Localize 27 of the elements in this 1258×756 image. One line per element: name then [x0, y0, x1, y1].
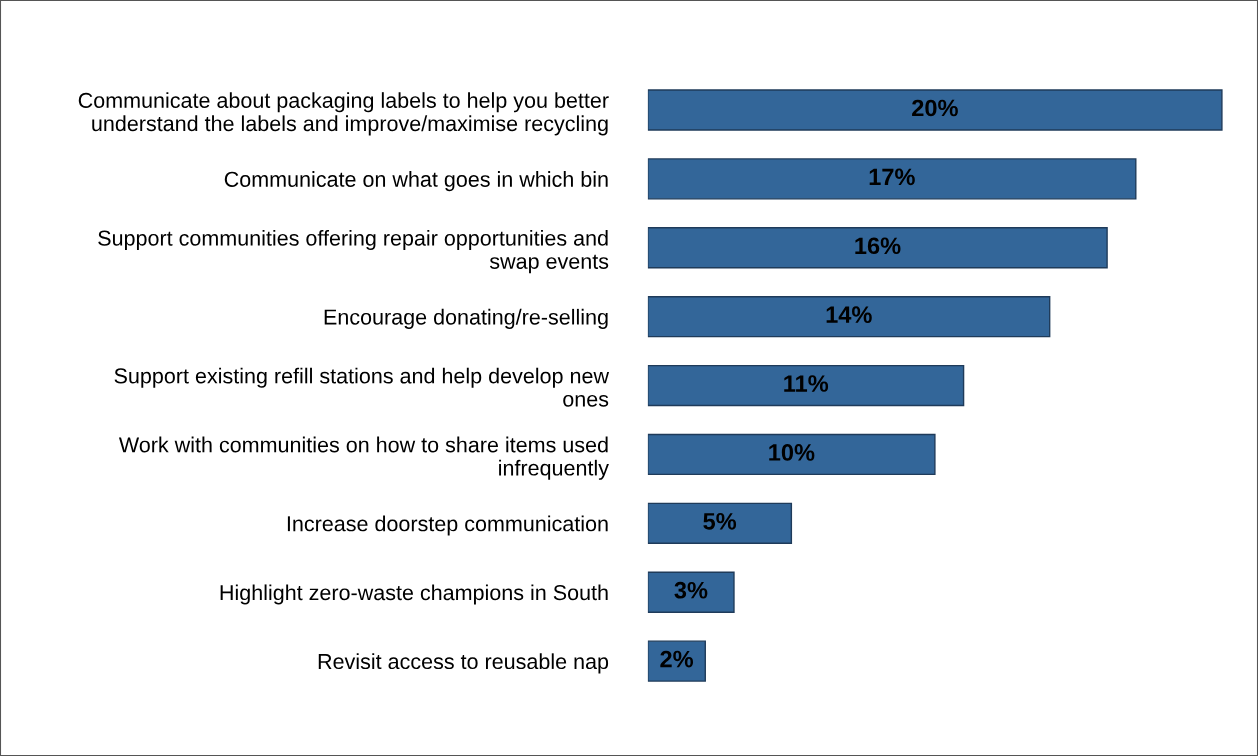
y-tick-label: Encourage donating/re-selling — [324, 308, 608, 329]
data-label: 17% — [869, 168, 915, 186]
data-label: 20% — [912, 99, 958, 117]
y-tick-label: Support existing refill stations and help develop new ones — [114, 367, 610, 407]
bar — [647, 89, 1223, 131]
data-label: 5% — [703, 513, 737, 530]
data-label: 16% — [855, 237, 901, 255]
y-tick-label: Communicate on what goes in which bin — [224, 171, 608, 192]
bar — [647, 364, 965, 407]
data-label: 3% — [674, 581, 708, 599]
bar — [647, 571, 735, 613]
bar — [647, 296, 1051, 338]
y-tick-label: Highlight zero-waste champions in South — [220, 584, 608, 605]
y-tick-label: Communicate about packaging labels to help you better understand the labels and improve/maximise recycling — [78, 92, 609, 136]
bar — [647, 158, 1137, 200]
y-tick-label: Work with communities on how to share items used infrequently — [118, 436, 609, 480]
y-tick-label: Increase doorstep communication — [287, 515, 608, 536]
y-tick-label: Revisit access to reusable nap — [318, 653, 609, 674]
bar — [647, 227, 1108, 269]
data-label: 2% — [660, 650, 694, 668]
data-label: 10% — [769, 444, 815, 461]
data-label: 11% — [784, 375, 829, 392]
bar — [647, 640, 706, 682]
bar — [647, 433, 936, 476]
bar — [647, 502, 793, 545]
y-tick-label: Support communities offering repair opportunities and swap events — [98, 229, 609, 274]
data-label: 14% — [826, 306, 872, 323]
